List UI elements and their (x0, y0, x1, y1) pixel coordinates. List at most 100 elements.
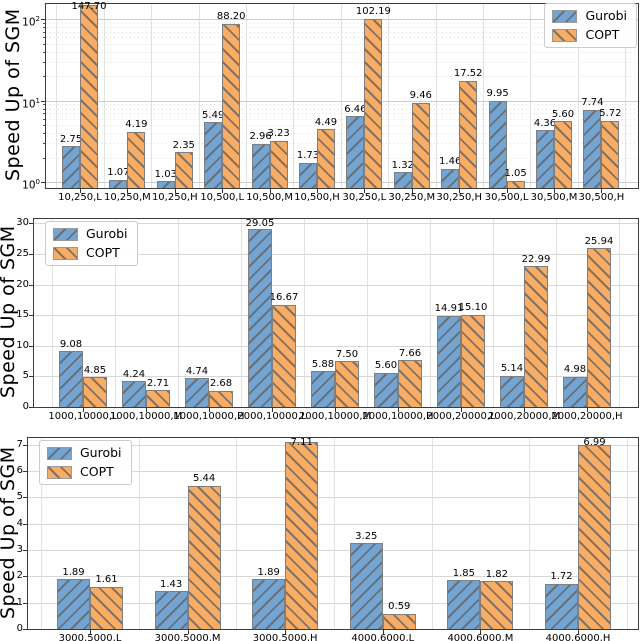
bar-gurobi-4000,6000,H (545, 583, 578, 629)
bar-gurobi-4000,6000,L (349, 543, 383, 629)
value-label: 5.72 (599, 108, 622, 119)
y-tick (41, 19, 45, 21)
y-tick-label: 102 (22, 15, 40, 29)
y-tick-label: 5 (22, 370, 29, 382)
legend-row-copt: COPT (47, 465, 122, 479)
value-label: 1.89 (62, 566, 85, 578)
vertical-gridline (492, 219, 494, 407)
x-tick-label: 10,500,H (294, 192, 340, 203)
legend-label-copt: COPT (86, 245, 120, 260)
bar-copt-10,500,H (317, 129, 335, 188)
x-tick-label: 10,500,L (200, 192, 245, 203)
x-tick (382, 630, 384, 634)
x-tick (524, 408, 525, 412)
y-tick (29, 253, 33, 255)
bar-gurobi-2000,20000,M (500, 375, 524, 407)
y-tick (23, 549, 27, 551)
y-minor-tick (43, 104, 45, 106)
y-minor-tick (43, 143, 45, 145)
x-tick-label: 2000,10000,L (237, 411, 307, 422)
y-minor-tick (43, 76, 45, 78)
major-gridline (34, 284, 638, 286)
y-minor-tick (43, 43, 45, 45)
vertical-gridline (555, 219, 557, 407)
minor-gridline (46, 104, 638, 106)
value-label: 1.32 (391, 159, 414, 171)
value-label: 6.46 (344, 103, 367, 115)
bar-gurobi-30,500,H (583, 109, 602, 188)
vertical-gridline (236, 438, 238, 629)
x-tick (480, 630, 482, 634)
bar-copt-2000,10000,M (335, 361, 359, 407)
x-tick-label: 30,500,M (530, 192, 578, 203)
x-tick-label: 30,250,L (342, 192, 387, 203)
vertical-gridline (626, 438, 628, 629)
x-tick (83, 408, 84, 412)
legend-label-copt: COPT (80, 464, 114, 479)
bar-gurobi-10,250,M (109, 179, 128, 188)
y-tick-label: 25 (16, 247, 29, 259)
minor-gridline (46, 31, 638, 33)
x-tick-label: 10,250,H (151, 192, 198, 203)
y-minor-tick (43, 133, 45, 135)
y-minor-tick (43, 125, 45, 127)
value-label: 1.46 (439, 156, 462, 168)
bar-copt-30,250,L (364, 18, 383, 188)
y-tick (23, 523, 27, 525)
bar-copt-30,500,M (554, 121, 572, 188)
vertical-gridline (429, 219, 431, 407)
plot-area: 0 5 10 15 20 25 30 1000,10000,L 9.08 4.85 1000,100… (16, 217, 639, 422)
minor-gridline (46, 143, 638, 145)
vertical-gridline (431, 438, 433, 629)
value-label: 1.03 (154, 168, 177, 180)
x-tick-label: 3000,5000,H (252, 633, 318, 641)
x-tick (127, 189, 129, 193)
gurobi-swatch-icon (552, 9, 578, 23)
value-label: 15.10 (458, 302, 488, 313)
x-tick-label: 3000,5000,M (154, 633, 221, 641)
minor-gridline (46, 133, 638, 135)
value-label: 4.98 (563, 364, 587, 375)
value-label: 1.61 (95, 574, 118, 586)
vertical-gridline (151, 4, 153, 188)
value-label: 4.49 (314, 116, 338, 128)
x-tick (364, 189, 366, 193)
value-label: 4.19 (125, 119, 148, 130)
minor-gridline (46, 22, 638, 24)
legend: Gurobi COPT (39, 440, 132, 485)
value-label: 6.99 (583, 436, 606, 448)
bar-gurobi-30,250,M (393, 172, 412, 188)
y-tick (29, 376, 33, 378)
y-tick (23, 576, 27, 578)
bar-copt-2000,20000,M (524, 266, 548, 407)
legend: Gurobi COPT (544, 3, 637, 48)
y-minor-tick (43, 37, 45, 39)
x-tick (272, 408, 273, 412)
x-tick (222, 189, 224, 193)
major-gridline (46, 100, 638, 102)
minor-gridline (46, 61, 638, 63)
vertical-gridline (529, 438, 531, 629)
vertical-gridline (114, 219, 116, 407)
bar-copt-10,500,L (222, 23, 241, 188)
vertical-gridline (138, 438, 140, 629)
y-tick-label: 10 (16, 339, 29, 351)
minor-gridline (46, 27, 638, 29)
vertical-gridline (366, 219, 368, 407)
vertical-gridline (625, 4, 627, 188)
y-tick-label: 0 (16, 623, 23, 634)
value-label: 9.95 (486, 88, 509, 100)
value-label: 1.05 (504, 168, 527, 179)
major-gridline (28, 444, 638, 446)
bar-gurobi-2000,10000,H (374, 372, 398, 407)
bar-copt-3000,5000,L (90, 586, 123, 629)
y-tick-label: 100 (22, 178, 40, 192)
legend-row-copt: COPT (552, 28, 627, 42)
minor-gridline (46, 76, 638, 78)
x-tick-label: 2000,10000,M (298, 411, 372, 422)
value-label: 102.19 (355, 6, 391, 17)
legend: Gurobi COPT (45, 221, 138, 266)
y-minor-tick (43, 108, 45, 110)
y-minor-tick (43, 22, 45, 24)
major-gridline (28, 497, 638, 499)
